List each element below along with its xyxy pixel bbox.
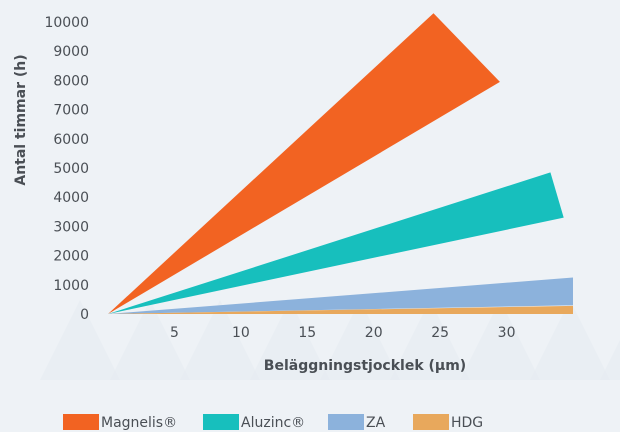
y-tick-label: 8000 [53, 73, 89, 89]
y-tick-label: 6000 [53, 132, 89, 148]
x-axis-ticks: 5 10 15 20 25 30 [170, 325, 516, 341]
legend-label: HDG [451, 415, 483, 431]
legend-swatch [63, 414, 99, 430]
y-tick-label: 10000 [44, 15, 89, 31]
legend-swatch [413, 414, 449, 430]
y-tick-label: 4000 [53, 190, 89, 206]
x-tick-label: 10 [232, 325, 250, 341]
y-tick-label: 7000 [53, 103, 89, 119]
legend-label: Aluzinc® [241, 415, 305, 431]
y-tick-label: 5000 [53, 161, 89, 177]
x-tick-label: 15 [298, 325, 316, 341]
legend-swatch [328, 414, 364, 430]
y-tick-label: 2000 [53, 249, 89, 265]
x-tick-label: 5 [170, 325, 179, 341]
series-area-hdg [108, 305, 573, 314]
series-area-za [108, 277, 573, 314]
x-tick-label: 25 [431, 325, 449, 341]
y-tick-label: 0 [80, 307, 89, 323]
y-tick-label: 1000 [53, 278, 89, 294]
y-axis-title: Antal timmar (h) [13, 54, 29, 185]
x-tick-label: 20 [365, 325, 383, 341]
y-tick-label: 9000 [53, 44, 89, 60]
legend-label: Magnelis® [101, 415, 177, 431]
x-tick-label: 30 [498, 325, 516, 341]
x-axis-title: Beläggningstjocklek (µm) [264, 358, 466, 374]
y-axis-ticks: 0 1000 2000 3000 4000 5000 6000 7000 8000 9000 100… [44, 15, 89, 323]
legend: Magnelis® Aluzinc® ZA HDG [63, 414, 483, 431]
legend-label: ZA [366, 415, 386, 431]
series-area-magnelis [108, 13, 500, 315]
y-tick-label: 3000 [53, 219, 89, 235]
legend-swatch [203, 414, 239, 430]
series-area-aluzinc [108, 172, 564, 314]
chart-areas [108, 13, 573, 315]
